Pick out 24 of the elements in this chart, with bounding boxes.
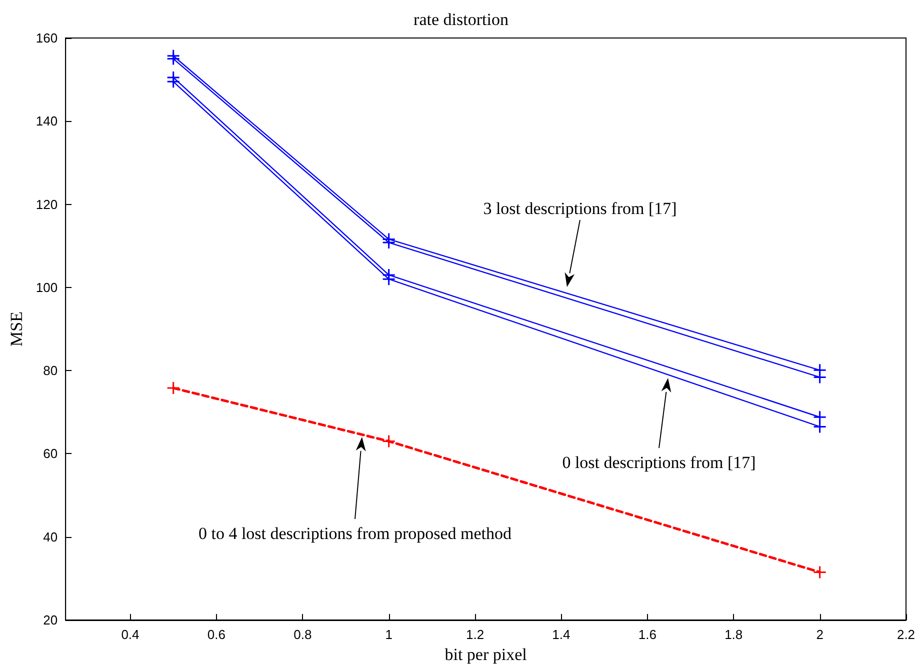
y-tick-label: 120 bbox=[36, 196, 58, 212]
x-tick-label: 0.4 bbox=[121, 627, 140, 642]
y-axis-title: MSE bbox=[7, 312, 26, 346]
y-tick-label: 160 bbox=[36, 30, 58, 46]
annotation: 3 lost descriptions from [17] bbox=[483, 199, 677, 218]
y-tick-label: 80 bbox=[43, 363, 58, 378]
x-tick-label: 0.8 bbox=[294, 627, 312, 642]
x-tick-label: 0.6 bbox=[207, 627, 226, 642]
x-tick-label: 2.2 bbox=[896, 627, 916, 642]
y-tick-label: 40 bbox=[43, 529, 58, 544]
x-tick-label: 1 bbox=[385, 627, 392, 642]
x-axis-title: bit per pixel bbox=[444, 645, 528, 664]
y-tick-label: 100 bbox=[36, 280, 58, 295]
annotation: 0 lost descriptions from [17] bbox=[562, 453, 756, 472]
x-tick-label: 1.4 bbox=[552, 627, 570, 642]
chart-title: rate distortion bbox=[414, 10, 509, 29]
y-tick-label: 140 bbox=[36, 114, 58, 129]
x-tick-label: 2 bbox=[816, 627, 824, 642]
x-tick-label: 1.2 bbox=[466, 627, 484, 642]
annotation: 0 to 4 lost descriptions from proposed method bbox=[198, 524, 512, 543]
y-tick-label: 20 bbox=[43, 612, 58, 628]
x-tick-label: 1.8 bbox=[724, 627, 743, 642]
y-tick-label: 60 bbox=[43, 446, 58, 462]
x-tick-label: 1.6 bbox=[638, 627, 656, 642]
